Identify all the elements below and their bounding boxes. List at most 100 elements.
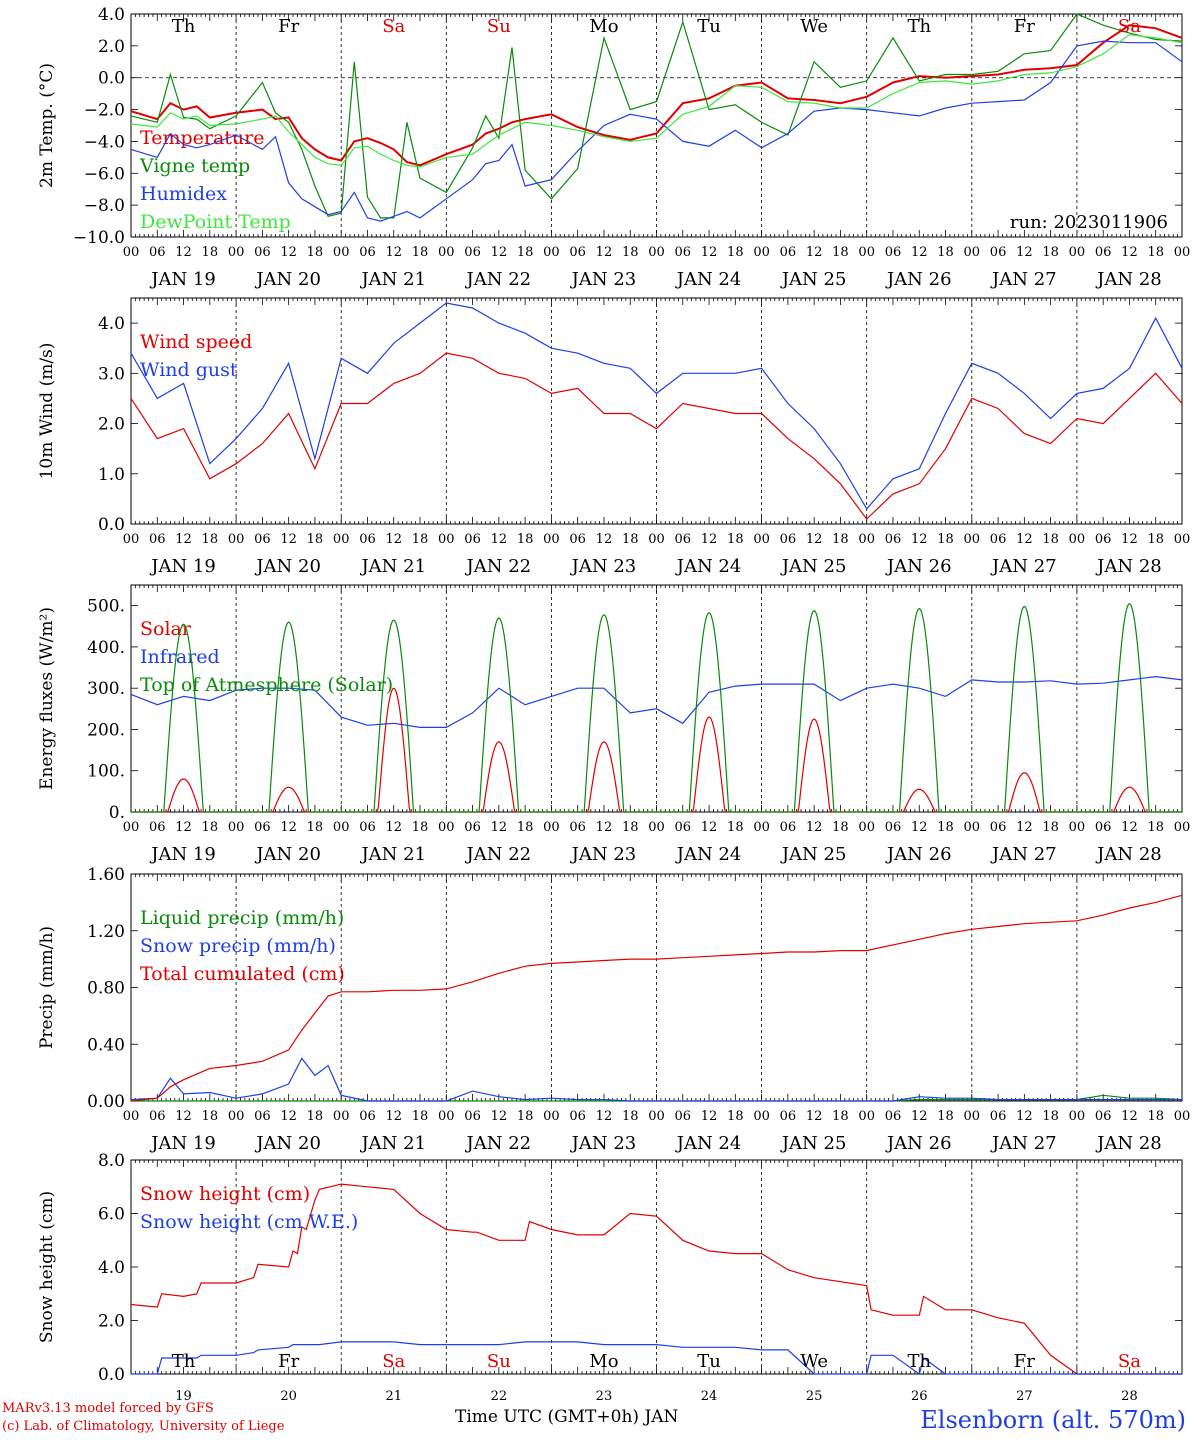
hour-tick-label: 12 [280,1109,297,1124]
hour-tick-label: 18 [1042,245,1059,260]
hour-tick-label: 12 [491,532,508,547]
hour-tick-label: 18 [517,245,534,260]
hour-tick-label: 12 [806,245,823,260]
weekday-label-bottom: Th [907,1351,931,1372]
hour-tick-label: 00 [438,532,455,547]
legend-wind-gust: Wind gust [140,359,238,381]
hour-tick-label: 18 [202,820,219,835]
hour-tick-label: 00 [543,532,560,547]
date-label: JAN 24 [675,556,742,577]
date-label: JAN 19 [149,844,216,865]
series-line-wind-speed [130,352,1183,520]
hour-tick-label: 18 [1042,820,1059,835]
weekday-label-bottom: Tu [697,1351,721,1372]
day-number-label: 24 [701,1389,718,1404]
panel-frame [130,13,1183,238]
hour-tick-label: 18 [937,820,954,835]
y-axis-title: Snow height (cm) [37,1191,57,1343]
hour-tick-label: 00 [753,1109,770,1124]
hour-tick-label: 00 [964,1109,981,1124]
hour-tick-label: 12 [280,820,297,835]
hour-tick-label: 00 [333,820,350,835]
hour-tick-label: 06 [675,245,692,260]
hour-tick-label: 18 [622,245,639,260]
hour-tick-label: 12 [701,820,718,835]
hour-tick-label: 06 [780,820,797,835]
y-tick-label: 1.60 [87,865,125,885]
hour-tick-label: 06 [990,820,1007,835]
y-tick-label: 2.0 [98,37,125,57]
day-number-label: 20 [280,1389,297,1404]
hour-tick-label: 12 [701,532,718,547]
legend-total-cumulated-cm-: Total cumulated (cm) [140,963,345,985]
hour-tick-label: 06 [675,1109,692,1124]
hour-tick-label: 12 [1016,1109,1033,1124]
date-label: JAN 21 [359,269,426,290]
series-line-humidex [130,40,1183,222]
hour-tick-label: 18 [832,1109,849,1124]
hour-tick-label: 18 [517,820,534,835]
date-label: JAN 26 [885,269,952,290]
hour-tick-label: 18 [307,820,324,835]
series-line-top-of-atmesphere-solar- [131,602,1182,813]
hour-tick-label: 06 [1095,820,1112,835]
hour-tick-label: 12 [596,820,613,835]
hour-tick-label: 00 [964,820,981,835]
panel-wind: 4.0 3.0 2.0 1.0 0.0 10m Wind (m/s) 00 06 12 18 00 0… [37,297,1191,577]
weekday-label-bottom: Sa [1118,1351,1141,1372]
day-number-label: 19 [175,1389,192,1404]
hour-tick-label: 06 [569,245,586,260]
hour-tick-label: 12 [596,1109,613,1124]
hour-tick-label: 18 [937,1109,954,1124]
date-label: JAN 21 [359,1133,426,1154]
date-label: JAN 23 [570,844,637,865]
date-label: JAN 21 [359,844,426,865]
date-label: JAN 22 [465,1133,532,1154]
hour-tick-label: 00 [438,1109,455,1124]
legend-wind-speed: Wind speed [140,331,252,353]
hour-tick-label: 00 [123,1109,140,1124]
hour-tick-label: 06 [149,532,166,547]
series-line-snow-height-cm- [130,1183,1182,1375]
hour-tick-label: 12 [701,245,718,260]
date-label: JAN 20 [254,1133,321,1154]
hour-tick-label: 00 [228,245,245,260]
series-line-wind-gust [130,302,1183,510]
hour-tick-label: 18 [412,245,429,260]
y-tick-label: 0.0 [98,1365,125,1385]
hour-tick-label: 12 [911,1109,928,1124]
y-tick-label: −2.0 [84,101,125,121]
hour-tick-label: 06 [675,532,692,547]
hour-tick-label: 12 [911,245,928,260]
hour-tick-label: 00 [1174,532,1191,547]
y-tick-label: 4.0 [98,314,125,334]
hour-tick-label: 12 [491,245,508,260]
legend-snow-height-cm-w-e-: Snow height (cm W.E.) [140,1211,358,1233]
station-name: Elsenborn (alt. 570m) [920,1406,1186,1434]
hour-tick-label: 18 [832,820,849,835]
weekday-label-bottom: Mo [589,1351,618,1372]
hour-tick-label: 00 [858,1109,875,1124]
date-label: JAN 26 [885,844,952,865]
hour-tick-label: 00 [333,245,350,260]
y-tick-label: 100. [87,762,125,782]
date-label: JAN 28 [1095,269,1162,290]
hour-tick-label: 00 [753,532,770,547]
y-tick-label: −8.0 [84,196,125,216]
day-number-label: 26 [911,1389,928,1404]
date-label: JAN 22 [465,269,532,290]
hour-tick-label: 06 [780,1109,797,1124]
weekday-label-top: Fr [278,16,299,37]
hour-tick-label: 00 [753,820,770,835]
hour-tick-label: 18 [727,245,744,260]
date-label: JAN 23 [570,556,637,577]
hour-tick-label: 12 [175,245,192,260]
hour-tick-label: 12 [911,532,928,547]
legend-snow-precip-mm-h-: Snow precip (mm/h) [140,935,336,957]
hour-tick-label: 12 [1121,245,1138,260]
hour-tick-label: 12 [806,1109,823,1124]
y-tick-label: 0.0 [98,69,125,89]
y-tick-label: 2.0 [98,1312,125,1332]
date-label: JAN 20 [254,269,321,290]
hour-tick-label: 06 [885,1109,902,1124]
